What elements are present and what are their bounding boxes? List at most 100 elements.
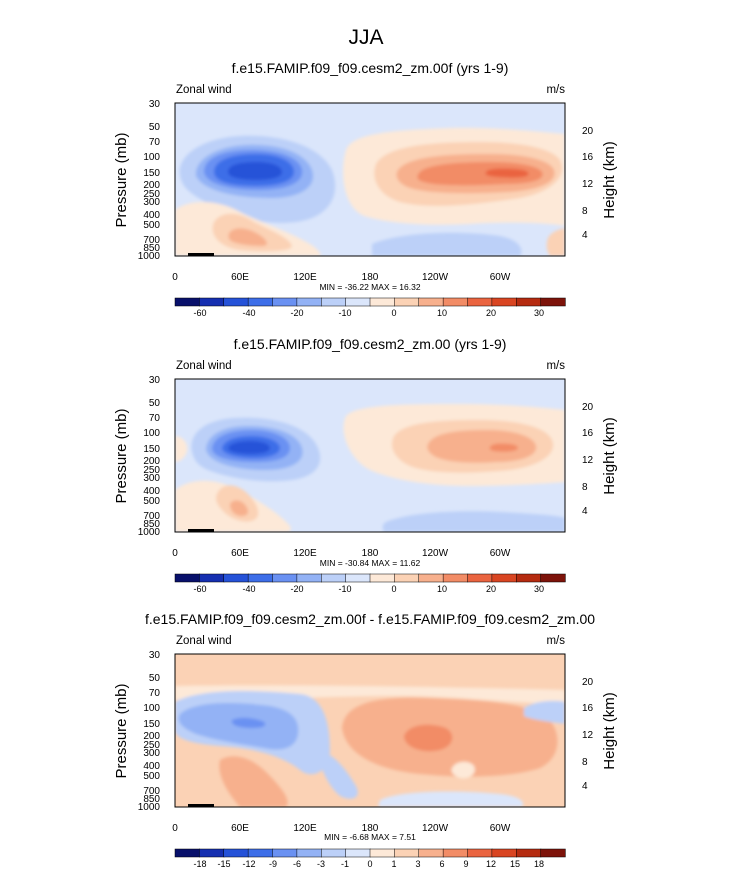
panel-3-cbar-label-10: 6 <box>439 859 444 869</box>
panel-1-ptick-11: 850 <box>143 243 160 254</box>
panel-3: f.e15.FAMIP.f09_f09.cesm2_zm.00f - f.e15… <box>113 611 618 869</box>
panel-3-cbar-label-2: -12 <box>242 859 255 869</box>
panel-2-cbar-label-6: 20 <box>486 584 496 594</box>
panel-1-ptick-10: 700 <box>143 235 160 246</box>
panel-3-contour-low-neg <box>378 791 524 807</box>
panel-1-colorbar-swatch-10 <box>418 297 444 307</box>
panel-3-colorbar-swatch-9 <box>394 848 420 858</box>
panel-3-xtick-3: 180 <box>362 823 379 834</box>
panel-1-frame <box>174 102 566 257</box>
panel-2-colorbar-swatch-14 <box>516 573 542 583</box>
panel-1-ptick-12: 1000 <box>138 251 161 262</box>
panel-3-ptick-5: 200 <box>143 731 160 742</box>
panel-1-cbar-label-1: -40 <box>242 308 255 318</box>
panel-2-contour-neg-28 <box>228 441 270 454</box>
panel-1-contour-pos-14 <box>485 168 529 178</box>
panel-1-colorbar-swatch-7 <box>345 297 371 307</box>
panel-2-title: f.e15.FAMIP.f09_f09.cesm2_zm.00 (yrs 1-9… <box>234 336 507 352</box>
panel-2-xtick-1: 60E <box>231 548 249 559</box>
panel-2-colorbar-swatch-2 <box>223 573 249 583</box>
panel-3-contour-neg-4 <box>231 717 266 728</box>
panel-2-colorbar-swatch-3 <box>247 573 274 583</box>
panel-3-htick-2: 12 <box>582 730 594 741</box>
panel-1-colorbar-swatch-11 <box>442 297 469 307</box>
panel-1-cbar-label-0: -60 <box>193 308 206 318</box>
panel-3-ptick-6: 250 <box>143 740 160 751</box>
panel-3-cbar-label-9: 3 <box>415 859 420 869</box>
panel-1-ptick-0: 30 <box>149 99 161 110</box>
panel-1-title: f.e15.FAMIP.f09_f09.cesm2_zm.00f (yrs 1-… <box>232 60 509 76</box>
panel-2-htick-0: 20 <box>582 402 594 413</box>
panel-1-xtick-5: 60W <box>490 272 511 283</box>
panel-3-cbar-label-5: -3 <box>317 859 325 869</box>
panel-3-frame <box>174 653 566 808</box>
panel-1-contour-pos-11 <box>417 162 543 186</box>
panel-3-ptick-9: 500 <box>143 771 160 782</box>
panel-2-ptick-4: 150 <box>143 444 160 455</box>
panel-1-colorbar-swatch-9 <box>394 297 420 307</box>
panel-3-cbar-label-3: -9 <box>269 859 277 869</box>
panel-2-cbar-label-0: -60 <box>193 584 206 594</box>
panel-2-cbar-label-7: 30 <box>534 584 544 594</box>
panel-2-ptick-7: 300 <box>143 473 160 484</box>
panel-1-colorbar-swatch-14 <box>516 297 542 307</box>
panel-1-colorbar-swatch-3 <box>247 297 274 307</box>
panel-1-pressure-axis: 30 50 70 100 150 200 250 300 400 500 700… <box>138 99 161 262</box>
panel-2-frame <box>174 378 566 533</box>
panel-2: f.e15.FAMIP.f09_f09.cesm2_zm.00 (yrs 1-9… <box>113 336 618 594</box>
panel-3-ptick-1: 50 <box>149 673 161 684</box>
panel-2-colorbar-swatch-6 <box>321 573 347 583</box>
panel-2-contour-low-pos-8 <box>230 500 249 516</box>
panel-3-xtick-0: 0 <box>172 823 178 834</box>
panel-3-colorbar-swatch-3 <box>247 848 274 858</box>
panel-1-cbar-label-6: 20 <box>486 308 496 318</box>
panel-3-contour-low-pos-3 <box>219 756 288 807</box>
panel-1-contours <box>175 103 565 256</box>
panel-3-ptick-2: 70 <box>149 688 161 699</box>
panel-1-cbar-label-5: 10 <box>437 308 447 318</box>
panel-3-cbar-label-13: 15 <box>510 859 520 869</box>
panel-2-pressure-axis: 30 50 70 100 150 200 250 300 400 500 700… <box>138 375 161 538</box>
panel-1-ptick-7: 300 <box>143 197 160 208</box>
panel-3-y2label: Height (km) <box>601 692 618 770</box>
panel-3-ptick-11: 850 <box>143 794 160 805</box>
panel-3-ptick-10: 700 <box>143 786 160 797</box>
panel-2-ptick-11: 850 <box>143 519 160 530</box>
main-title: JJA <box>348 26 383 49</box>
panel-3-colorbar-swatch-13 <box>491 848 517 858</box>
panel-2-y2label: Height (km) <box>601 417 618 495</box>
panel-1-cbar-label-4: 0 <box>391 308 396 318</box>
panel-2-topography <box>188 529 214 532</box>
panel-3-cbar-label-11: 9 <box>463 859 468 869</box>
panel-1-ptick-4: 150 <box>143 168 160 179</box>
panel-1-colorbar-swatch-12 <box>467 297 493 307</box>
panel-1-contour-low-pos-8 <box>228 228 267 246</box>
panel-1-ptick-5: 200 <box>143 180 160 191</box>
panel-1-y2label: Height (km) <box>601 141 618 219</box>
panel-1-htick-4: 4 <box>582 230 588 241</box>
panel-3-colorbar-swatch-15 <box>540 848 566 858</box>
panel-3-ylabel: Pressure (mb) <box>113 683 130 778</box>
panel-2-xtick-5: 60W <box>490 548 511 559</box>
panel-2-cbar-label-4: 0 <box>391 584 396 594</box>
panel-3-xtick-4: 120W <box>422 823 449 834</box>
panel-1-x-axis: 0 60E 120E 180 120W 60W <box>172 272 511 283</box>
panel-1-ptick-1: 50 <box>149 122 161 133</box>
panel-3-colorbar-swatch-5 <box>296 848 322 858</box>
panel-3-ptick-7: 300 <box>143 748 160 759</box>
panel-1-xtick-0: 0 <box>172 272 178 283</box>
panel-2-htick-2: 12 <box>582 455 594 466</box>
panel-1-cbar-label-7: 30 <box>534 308 544 318</box>
panel-3-right-label: m/s <box>546 635 565 647</box>
panel-3-left-label: Zonal wind <box>176 635 232 647</box>
panel-3-pressure-axis: 30 50 70 100 150 200 250 300 400 500 700… <box>138 650 161 813</box>
panel-3-title: f.e15.FAMIP.f09_f09.cesm2_zm.00f - f.e15… <box>145 611 595 627</box>
panel-2-cbar-label-2: -20 <box>290 584 303 594</box>
panel-1-colorbar-labels: -60 -40 -20 -10 0 10 20 30 <box>193 308 544 318</box>
panel-3-colorbar-swatch-11 <box>442 848 469 858</box>
panel-3-cbar-label-0: -18 <box>193 859 206 869</box>
panel-3-colorbar-swatch-4 <box>272 848 298 858</box>
panel-3-cbar-label-12: 12 <box>486 859 496 869</box>
panel-3-cbar-label-6: -1 <box>341 859 349 869</box>
panel-1-colorbar-swatch-13 <box>491 297 517 307</box>
